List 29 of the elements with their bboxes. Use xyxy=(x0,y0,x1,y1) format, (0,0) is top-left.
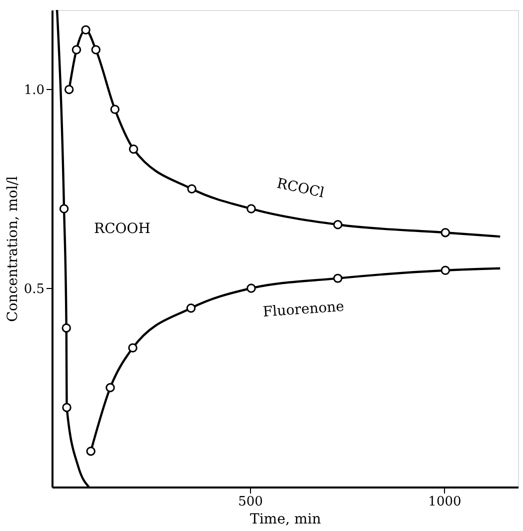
y-tick-label: 0.5 xyxy=(24,282,44,297)
point xyxy=(62,323,71,333)
point xyxy=(72,45,82,54)
x-axis-title: Time, min xyxy=(250,512,322,528)
point xyxy=(64,84,74,94)
x-tick-label: 1000 xyxy=(428,494,462,510)
point xyxy=(128,144,138,154)
point xyxy=(106,383,115,392)
point xyxy=(91,45,101,54)
point xyxy=(62,402,72,412)
point xyxy=(128,343,138,352)
x-tick-label: 500 xyxy=(238,494,263,510)
point xyxy=(86,446,96,456)
point xyxy=(186,304,196,313)
y-axis-title: Concentration, mol/l xyxy=(4,176,21,322)
point xyxy=(440,266,450,275)
point xyxy=(59,204,69,214)
point xyxy=(246,284,256,293)
point xyxy=(333,220,342,230)
point xyxy=(246,204,256,214)
text: RCOOH xyxy=(94,220,150,237)
point xyxy=(333,274,342,283)
point xyxy=(440,228,450,238)
point xyxy=(110,104,120,114)
point xyxy=(187,184,196,194)
series-label: Fluorenone xyxy=(262,298,345,320)
y-tick-label: 1.0 xyxy=(24,83,44,98)
point xyxy=(81,25,90,34)
text: RCOCl xyxy=(275,176,326,202)
